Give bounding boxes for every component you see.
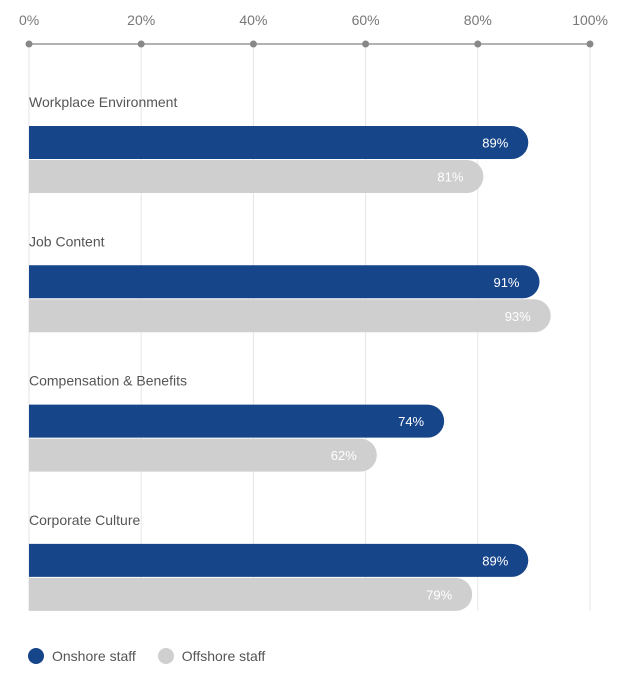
bar-onshore	[29, 126, 529, 159]
legend-swatch-offshore	[157, 648, 174, 664]
category-label: Compensation & Benefits	[29, 373, 187, 389]
bar-chart: 0% 20% 40% 60% 80% 100% Workplace Environment…	[19, 12, 608, 611]
axis-tick-dot	[362, 40, 370, 48]
x-tick-label: 60%	[352, 12, 380, 28]
bar-value-label: 89%	[482, 553, 508, 568]
bar-onshore	[29, 404, 445, 438]
legend-label-offshore: Offshore staff	[181, 648, 266, 664]
axis-tick-dot	[25, 40, 33, 48]
bar-offshore	[29, 438, 377, 472]
axis-tick-dot	[137, 40, 145, 48]
bar-value-label: 93%	[505, 309, 531, 324]
bar-offshore	[29, 160, 484, 193]
bar-value-label: 81%	[437, 170, 463, 185]
category-label: Corporate Culture	[29, 512, 140, 528]
category-label: Job Content	[29, 233, 105, 249]
axis-tick-dot	[474, 40, 482, 48]
x-tick-label: 20%	[127, 12, 155, 28]
x-axis: 0% 20% 40% 60% 80% 100%	[19, 12, 608, 48]
bars: Workplace Environment 89% 81% Job Content 91…	[29, 94, 551, 611]
legend-item-onshore: Onshore staff	[28, 648, 136, 664]
legend: Onshore staff Offshore staff	[28, 648, 265, 664]
axis-tick-dot	[249, 40, 257, 48]
x-tick-label: 80%	[464, 12, 492, 28]
bar-offshore	[29, 299, 551, 333]
bar-value-label: 74%	[398, 414, 424, 429]
bar-value-label: 89%	[482, 136, 508, 151]
legend-label-onshore: Onshore staff	[52, 648, 136, 664]
bar-value-label: 91%	[493, 275, 519, 290]
axis-tick-dot	[586, 40, 594, 48]
bar-onshore	[29, 543, 529, 577]
bar-value-label: 79%	[426, 587, 452, 602]
bar-onshore	[29, 265, 540, 299]
legend-swatch-onshore	[28, 648, 44, 664]
x-tick-label: 0%	[19, 12, 39, 28]
bar-value-label: 62%	[331, 448, 357, 463]
legend-item-offshore: Offshore staff	[157, 648, 266, 664]
x-tick-label: 40%	[239, 12, 267, 28]
bar-offshore	[29, 577, 473, 611]
category-label: Workplace Environment	[29, 94, 177, 110]
x-tick-label: 100%	[572, 12, 608, 28]
